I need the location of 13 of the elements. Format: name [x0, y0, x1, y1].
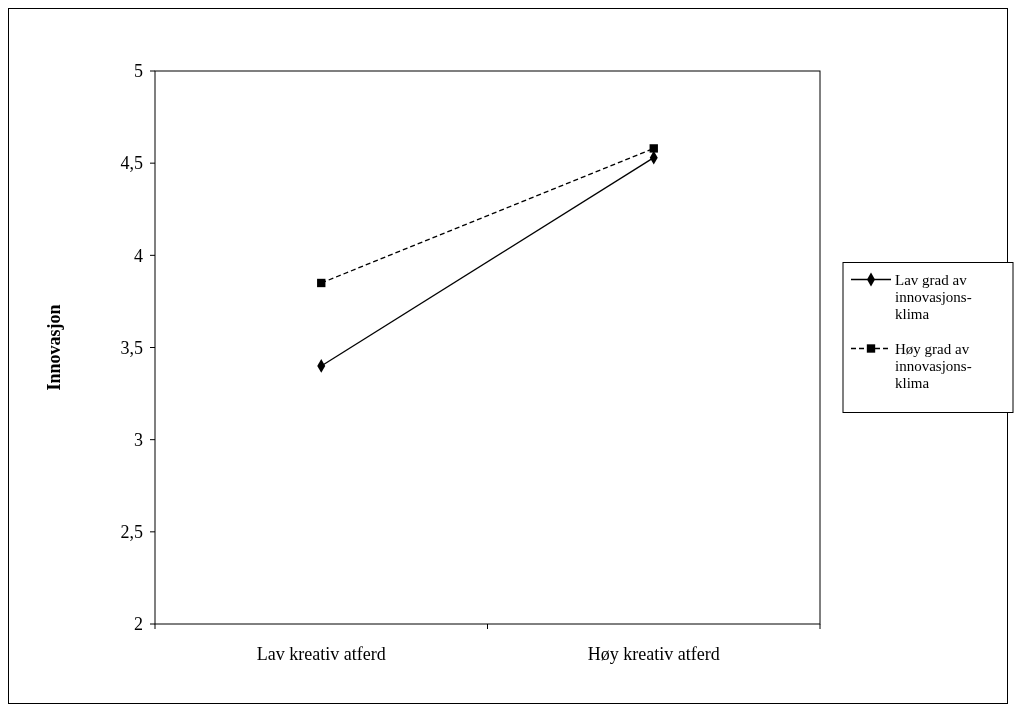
- y-tick-label: 4: [134, 245, 143, 266]
- y-tick-label: 5: [134, 61, 143, 82]
- legend-label: Lav grad av innovasjons-klima: [895, 271, 972, 322]
- x-tick-label: Høy kreativ atferd: [587, 644, 720, 664]
- point: [317, 278, 326, 288]
- x-tick-label: Lav kreativ atferd: [256, 644, 386, 664]
- legend-label: Høy grad av innovasjons-klima: [895, 340, 972, 391]
- y-tick-label: 2: [134, 614, 143, 635]
- y-tick-label: 3: [134, 429, 143, 450]
- y-tick-label: 2,5: [120, 522, 143, 543]
- y-tick-label: 4,5: [120, 153, 143, 174]
- y-tick-label: 3,5: [120, 337, 143, 358]
- y-axis-title: Innovasjon: [44, 304, 64, 391]
